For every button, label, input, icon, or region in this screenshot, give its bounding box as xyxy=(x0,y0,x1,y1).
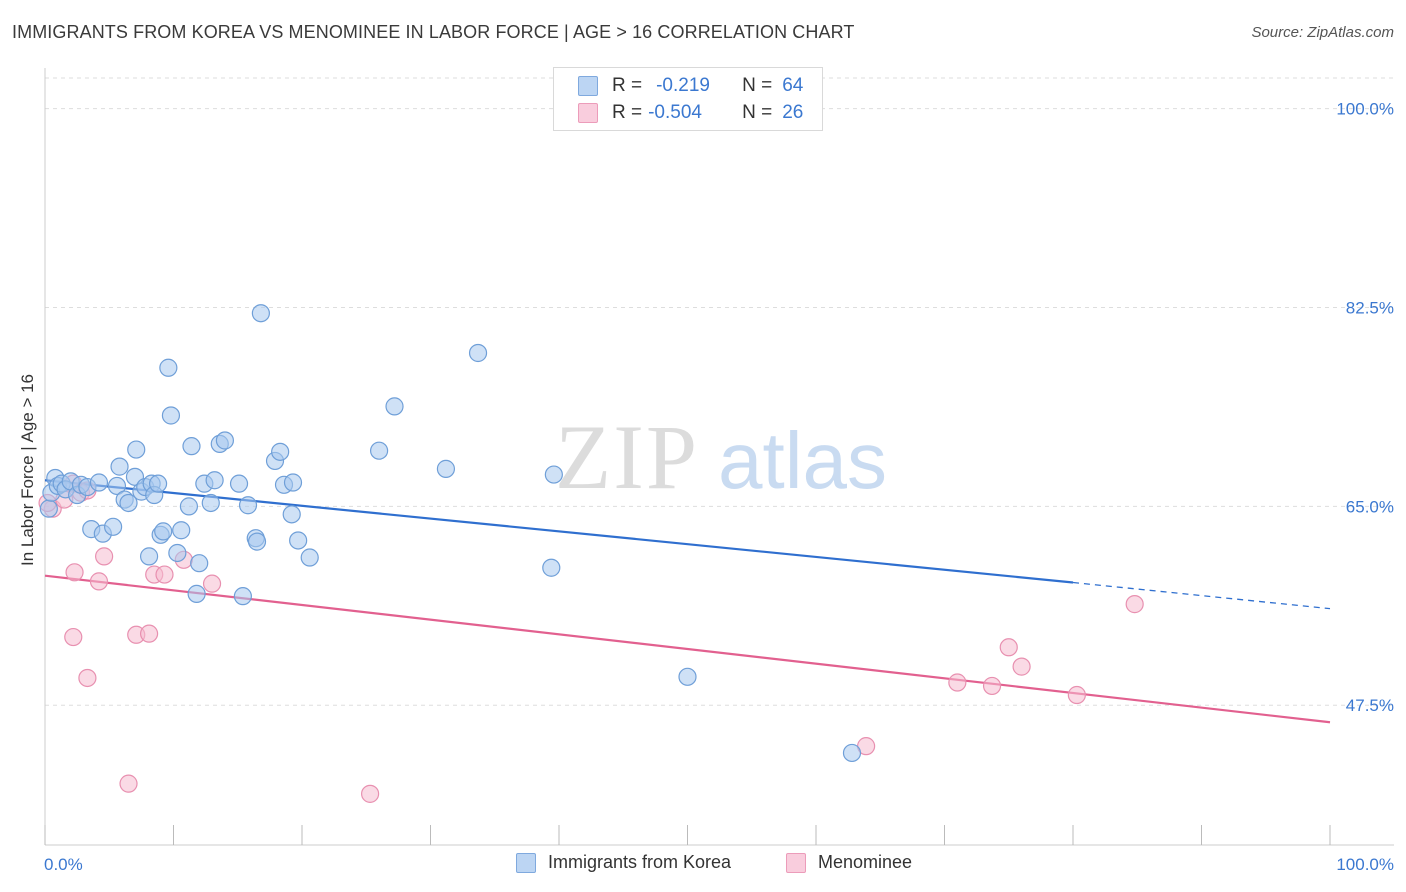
watermark-zip: ZIP xyxy=(555,406,699,508)
chart-title: IMMIGRANTS FROM KOREA VS MENOMINEE IN LA… xyxy=(12,22,855,42)
korea-point xyxy=(104,517,123,536)
legend-label-korea: Immigrants from Korea xyxy=(548,852,732,872)
y-tick-label: 82.5% xyxy=(1346,299,1394,318)
menominee-trend-line xyxy=(44,574,1331,724)
y-tick-labels: 47.5% 65.0% 82.5% 100.0% xyxy=(1336,100,1394,716)
korea-point xyxy=(842,743,862,763)
legend-r-label: R = xyxy=(612,102,643,123)
grid-lines xyxy=(45,77,1394,706)
menominee-legend-swatch xyxy=(786,852,806,873)
watermark: ZIP atlas xyxy=(555,406,887,508)
korea-point xyxy=(168,543,187,563)
korea-point xyxy=(289,531,308,550)
menominee-point xyxy=(64,627,83,647)
menominee-point xyxy=(139,624,159,643)
axes xyxy=(44,68,1394,846)
korea-point xyxy=(39,499,58,518)
korea-point xyxy=(283,473,303,492)
korea-point xyxy=(385,397,404,416)
x-tick-label-100: 100.0% xyxy=(1336,855,1394,874)
korea-point xyxy=(300,548,319,567)
menominee-point xyxy=(1125,595,1144,614)
korea-point xyxy=(544,465,563,484)
legend-n-value: 64 xyxy=(782,75,804,96)
korea-legend-swatch xyxy=(516,852,536,873)
legend-item-menominee[interactable]: Menominee xyxy=(786,852,912,873)
x-tick-labels: 0.0% 100.0% xyxy=(44,855,1394,874)
korea-point xyxy=(154,522,173,541)
korea-point xyxy=(201,493,220,513)
korea-point xyxy=(139,547,159,566)
korea-point xyxy=(190,554,209,573)
menominee-point xyxy=(948,673,967,692)
korea-point xyxy=(159,358,178,377)
legend-r-value: -0.504 xyxy=(648,102,702,123)
menominee-point xyxy=(361,784,380,803)
korea-point xyxy=(233,587,252,606)
korea-point xyxy=(282,505,301,524)
korea-point xyxy=(161,406,181,425)
source-label: Source: ZipAtlas.com xyxy=(1251,24,1394,41)
menominee-point xyxy=(65,563,84,582)
legend-n-value: 26 xyxy=(782,102,804,123)
menominee-point xyxy=(78,668,97,688)
menominee-point xyxy=(119,774,138,793)
korea-point xyxy=(251,304,270,323)
menominee-point xyxy=(999,638,1018,657)
korea-point xyxy=(89,473,109,492)
korea-point xyxy=(370,441,389,460)
korea-point xyxy=(542,558,561,577)
korea-point xyxy=(187,584,206,603)
korea-point xyxy=(182,437,201,456)
korea-point xyxy=(468,343,488,363)
korea-point xyxy=(148,474,168,493)
legend-row-menominee: R = -0.504 N = 26 xyxy=(578,100,803,126)
legend-r-value: -0.219 xyxy=(656,75,710,96)
x-tick-label-0: 0.0% xyxy=(44,855,83,874)
korea-point xyxy=(127,440,146,459)
menominee-point xyxy=(1067,685,1086,705)
korea-point xyxy=(678,667,697,686)
korea-point xyxy=(229,474,249,493)
legend-r-label: R = xyxy=(612,75,643,96)
korea-point xyxy=(247,532,267,551)
legend-label-menominee: Menominee xyxy=(818,852,913,872)
menominee-point xyxy=(982,676,1002,696)
menominee-swatch xyxy=(578,103,598,123)
korea-point xyxy=(238,496,258,515)
korea-point xyxy=(110,457,129,476)
menominee-point xyxy=(202,574,222,593)
korea-point xyxy=(436,459,456,478)
korea-swatch xyxy=(578,76,598,96)
korea-point xyxy=(172,521,191,540)
y-tick-label: 65.0% xyxy=(1346,497,1394,516)
series-legend: Immigrants from Korea Menominee xyxy=(0,852,1406,878)
menominee-point xyxy=(95,547,114,566)
korea-trend-extension xyxy=(1072,581,1331,610)
y-tick-label: 47.5% xyxy=(1346,696,1394,715)
korea-point xyxy=(107,476,127,496)
korea-points xyxy=(39,304,862,763)
menominee-point xyxy=(89,572,109,591)
y-axis-label: In Labor Force | Age > 16 xyxy=(18,373,37,566)
korea-point xyxy=(119,493,138,513)
legend-n-label: N = xyxy=(742,102,773,123)
correlation-legend: R = -0.219 N = 64 R = -0.504 N = 26 xyxy=(553,67,823,131)
korea-point xyxy=(271,442,290,461)
menominee-point xyxy=(155,565,174,584)
legend-row-korea: R = -0.219 N = 64 xyxy=(578,73,803,99)
korea-point xyxy=(179,497,199,516)
legend-item-korea[interactable]: Immigrants from Korea xyxy=(516,852,731,873)
y-tick-label: 100.0% xyxy=(1336,100,1394,119)
korea-point xyxy=(205,471,224,490)
legend-n-label: N = xyxy=(742,75,773,96)
menominee-point xyxy=(1012,657,1031,676)
korea-point xyxy=(215,431,234,450)
watermark-atlas: atlas xyxy=(718,416,887,505)
